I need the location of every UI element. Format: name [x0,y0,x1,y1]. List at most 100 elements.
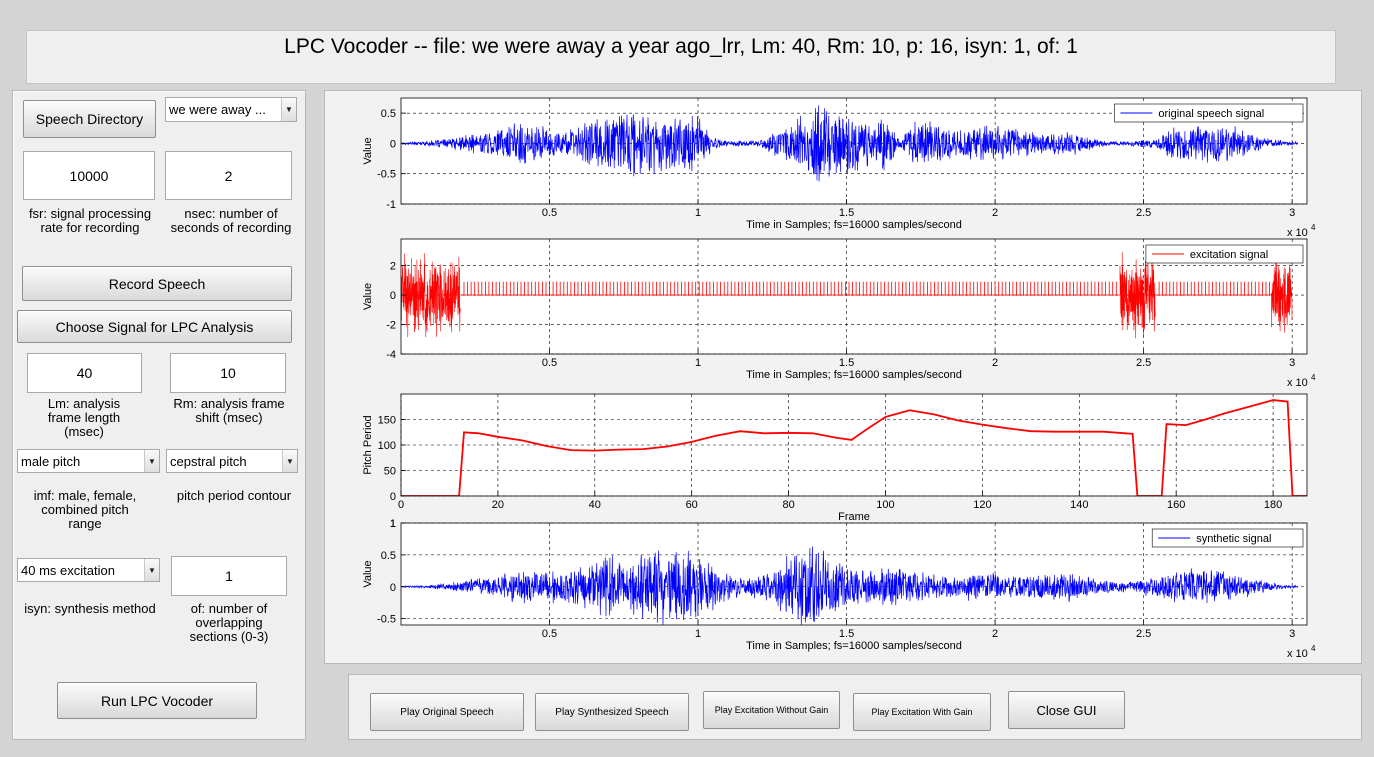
y-tick-label: 150 [378,415,396,427]
run-lpc-vocoder-button[interactable]: Run LPC Vocoder [57,682,257,719]
of-label: of: number of overlapping sections (0-3) [189,601,269,644]
lm-input[interactable]: 40 [27,353,142,393]
imf-label: imf: male, female, combined pitch range [33,488,137,531]
plot-area: 0.5 1 1.5 2 2.5 3 -1 -0.5 0 0.5 Time in Samples; f… [324,90,1362,664]
isyn-select[interactable]: 40 ms excitation ▼ [17,558,160,582]
x-tick-label: 160 [1167,499,1185,511]
legend-label: excitation signal [1190,249,1268,261]
y-tick-label: -4 [386,349,396,361]
x-tick-label: 20 [492,499,504,511]
chevron-down-icon[interactable]: ▼ [144,559,159,581]
x-tick-label: 2.5 [1136,357,1151,369]
x-axis-label: Frame [838,511,870,523]
pitch-select-value: cepstral pitch [170,453,247,469]
x-tick-label: 140 [1070,499,1088,511]
x-tick-label: 0.5 [542,628,557,640]
record-speech-button[interactable]: Record Speech [22,266,292,301]
x-tick-label: 3 [1289,207,1295,219]
choose-signal-button[interactable]: Choose Signal for LPC Analysis [17,310,292,343]
legend-box [1151,528,1304,548]
y-tick-label: 1 [390,518,396,530]
play-synthesized-button[interactable]: Play Synthesized Speech [535,693,689,731]
imf-select[interactable]: male pitch ▼ [17,449,160,473]
x-tick-label: 3 [1289,357,1295,369]
series-group [401,399,1307,496]
y-tick-label: 0 [390,290,396,302]
x-tick-label: 1.5 [839,628,854,640]
x-tick-label: 2 [992,357,998,369]
x-exponent-power: 4 [1311,644,1316,653]
x-tick-label: 40 [589,499,601,511]
x-tick-label: 1 [695,357,701,369]
play-excitation-no-gain-button[interactable]: Play Excitation Without Gain [703,691,840,729]
series-group [401,105,1298,182]
y-tick-label: -1 [386,199,396,211]
y-tick-label: 50 [384,466,396,478]
of-input[interactable]: 1 [171,556,287,596]
fsr-input[interactable]: 10000 [23,151,155,200]
y-axis-label: Pitch Period [362,415,374,474]
x-tick-label: 120 [973,499,991,511]
nsec-input[interactable]: 2 [165,151,292,200]
legend-label: original speech signal [1158,108,1264,120]
x-tick-label: 2 [992,207,998,219]
series-group [401,251,1293,339]
file-select-value: we were away ... [169,102,266,117]
lm-label: Lm: analysis frame length (msec) [47,396,121,439]
close-gui-button[interactable]: Close GUI [1008,691,1125,729]
x-tick-label: 0.5 [542,357,557,369]
x-tick-label: 1.5 [839,357,854,369]
rm-label: Rm: analysis frame shift (msec) [173,396,285,425]
x-tick-label: 2 [992,628,998,640]
axes-frame [400,97,1308,205]
speech-directory-button[interactable]: Speech Directory [23,100,156,138]
series-noise [1119,251,1156,339]
isyn-select-value: 40 ms excitation [21,562,115,578]
rm-input[interactable]: 10 [170,353,286,393]
play-excitation-gain-button[interactable]: Play Excitation With Gain [853,693,991,731]
legend-box [1145,244,1304,264]
y-tick-label: 0.5 [381,550,396,562]
pitch-label: pitch period contour [176,488,292,503]
x-exponent-power: 4 [1311,373,1316,382]
x-tick-label: 180 [1264,499,1282,511]
window-title: LPC Vocoder -- file: we were away a year… [284,35,1078,58]
x-exponent: x 10 [1287,648,1308,660]
series-pulses-excitation [463,281,1270,296]
y-axis-label: Value [362,137,374,164]
y-tick-label: -0.5 [377,614,396,626]
x-tick-label: 60 [686,499,698,511]
axes-frame [400,238,1308,355]
x-tick-label: 1 [695,628,701,640]
y-axis-label: Value [362,560,374,587]
isyn-label: isyn: synthesis method [24,601,156,616]
y-tick-label: 100 [378,440,396,452]
series-group [401,546,1299,625]
x-axis-label: Time in Samples; fs=16000 samples/second [746,369,962,381]
series-noise [1271,253,1293,333]
x-axis-label: Time in Samples; fs=16000 samples/second [746,640,962,652]
chart-pitch-period: 0 20 40 60 80 100 120 140 160 180 0 50 100 150 Frame Pi… [362,393,1308,523]
y-tick-label: 0.5 [381,108,396,120]
chevron-down-icon[interactable]: ▼ [144,450,159,472]
series-noise [401,253,461,338]
x-tick-label: 2.5 [1136,628,1151,640]
file-select[interactable]: we were away ... ▼ [165,97,297,122]
y-tick-label: 0 [390,582,396,594]
plots-svg: 0.5 1 1.5 2 2.5 3 -1 -0.5 0 0.5 Time in Samples; f… [362,97,1316,660]
legend-box [1114,103,1304,123]
chevron-down-icon[interactable]: ▼ [282,450,297,472]
chart-excitation: 0.5 1 1.5 2 2.5 3 -4 -2 0 2 Time in Samples; fs=16… [362,238,1316,389]
play-original-button[interactable]: Play Original Speech [370,693,524,731]
x-tick-label: 1.5 [839,207,854,219]
y-tick-label: -2 [386,320,396,332]
x-tick-label: 0.5 [542,207,557,219]
x-exponent: x 10 [1287,377,1308,389]
pitch-select[interactable]: cepstral pitch ▼ [166,449,298,473]
chevron-down-icon[interactable]: ▼ [281,98,296,121]
legend-label: synthetic signal [1196,533,1271,545]
x-tick-label: 100 [876,499,894,511]
x-exponent-power: 4 [1311,223,1316,232]
series-line-pitch-period [401,399,1307,496]
